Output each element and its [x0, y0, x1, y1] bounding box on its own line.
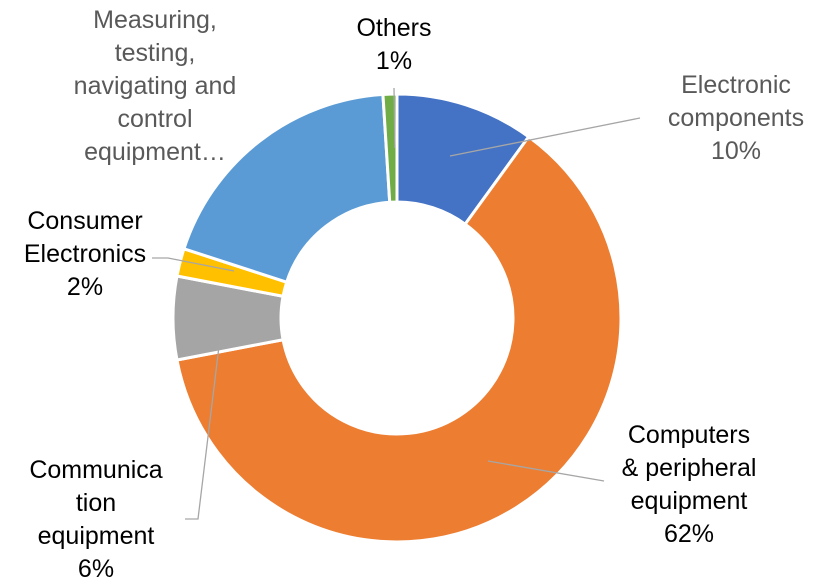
leader-line-computers-peripheral-equipment: [487, 460, 605, 482]
leader-line-consumer-electronics: [152, 257, 235, 272]
data-label-line: Measuring,: [93, 6, 217, 34]
leader-line-electronic-components: [449, 117, 641, 157]
data-label-line: Electronic: [681, 71, 791, 99]
data-label-consumer-electronics: Consumer Electronics 2%: [24, 207, 146, 301]
data-label-line: equipment…: [84, 138, 226, 166]
leader-line-communication-equipment: [185, 337, 221, 520]
data-label-line: equipment: [631, 487, 748, 515]
data-label-line: 2%: [67, 273, 103, 301]
data-label-line: Consumer: [27, 207, 142, 235]
data-label-electronic-components: Electronic components 10%: [668, 71, 804, 165]
data-label-line: tion: [76, 489, 116, 517]
data-label-line: testing,: [115, 39, 196, 67]
data-label-line: & peripheral: [622, 454, 757, 482]
leader-lines: [152, 87, 641, 520]
data-label-others: Others 1%: [356, 14, 431, 75]
data-label-line: Communica: [29, 456, 162, 484]
slice-computers-peripheral-equipment: [175, 135, 623, 544]
data-label-line: 10%: [711, 137, 761, 165]
slices: [171, 92, 623, 544]
data-label-communication-equipment: Communica tion equipment 6%: [29, 456, 162, 583]
data-label-line: 1%: [376, 47, 412, 75]
slice-measuring-testing-navigating-and-control-equipment: [182, 92, 392, 284]
slice-others: [381, 92, 399, 204]
leader-line-others: [393, 87, 396, 149]
data-label-line: Electronics: [24, 240, 146, 268]
data-label-computers-peripheral-equipment: Computers & peripheral equipment 62%: [622, 421, 757, 548]
data-label-line: Others: [356, 14, 431, 42]
data-label-line: 62%: [664, 520, 714, 548]
data-label-line: equipment: [38, 522, 155, 550]
data-label-line: components: [668, 104, 804, 132]
data-label-line: control: [117, 105, 192, 133]
data-label-line: 6%: [78, 555, 114, 583]
data-label-line: navigating and: [74, 72, 237, 100]
data-label-line: Computers: [628, 421, 750, 449]
data-labels: Electronic components 10% Computers & periph…: [24, 6, 804, 583]
data-label-measuring-testing-navigating-and-control-equipment: Measuring, testing, navigating and control e…: [74, 6, 237, 166]
